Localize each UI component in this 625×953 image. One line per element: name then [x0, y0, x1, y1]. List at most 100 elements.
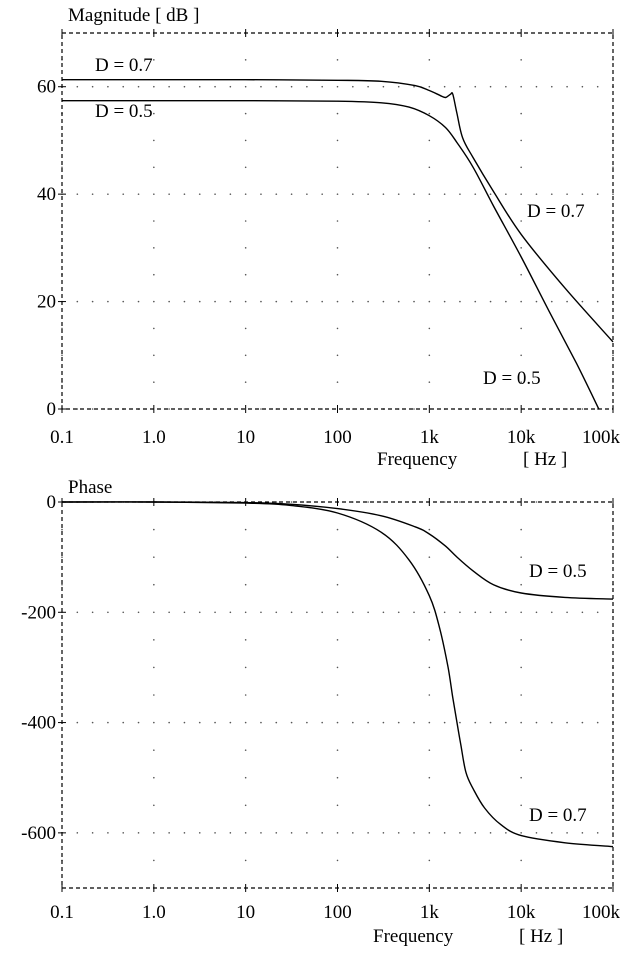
grid-point [428, 583, 431, 586]
grid-point [275, 193, 278, 195]
grid-point [153, 859, 155, 862]
grid-point [352, 832, 354, 834]
grid-point [612, 528, 614, 531]
grid-point [91, 611, 94, 614]
grid-point [397, 832, 400, 834]
grid-point [260, 832, 262, 834]
grid-point [566, 193, 568, 195]
grid-point [428, 556, 431, 558]
grid-point [183, 832, 186, 834]
grid-point [76, 832, 79, 834]
grid-point [566, 85, 568, 88]
grid-point [275, 611, 278, 614]
grid-point [336, 139, 339, 142]
grid-point [352, 193, 354, 195]
grid-point [153, 776, 155, 779]
grid-point [275, 721, 278, 724]
grid-point [91, 193, 94, 195]
grid-point [107, 85, 109, 88]
grid-point [428, 528, 431, 531]
grid-point [336, 666, 339, 669]
grid-point [153, 381, 155, 383]
grid-point [336, 327, 339, 330]
grid-point [428, 639, 431, 641]
grid-point [336, 300, 339, 303]
grid-point [336, 832, 339, 834]
grid-point [428, 139, 431, 142]
grid-point [168, 611, 170, 614]
grid-point [229, 611, 232, 614]
grid-point [244, 749, 247, 751]
grid-point [550, 193, 553, 195]
x-tick-label: 1k [420, 902, 440, 923]
grid-point [336, 804, 339, 807]
grid-point [413, 408, 415, 410]
grid-point [581, 408, 584, 410]
grid-point [367, 501, 369, 503]
grid-point [520, 273, 522, 276]
grid-point [397, 193, 400, 195]
grid-point [214, 832, 216, 834]
grid-point [229, 85, 232, 88]
x-tick-label: 100k [582, 427, 621, 448]
grid-point [428, 721, 431, 724]
x-tick-label: 10 [236, 427, 255, 448]
grid-point [428, 611, 431, 614]
grid-point [244, 804, 247, 807]
grid-point [107, 300, 109, 303]
grid-point [168, 832, 170, 834]
y-tick-label: -400 [21, 713, 56, 734]
grid-point [183, 300, 186, 303]
grid-point [107, 611, 109, 614]
grid-point [76, 193, 79, 195]
x-tick-label: 1.0 [142, 427, 166, 448]
phase-label-d05-right: D = 0.5 [529, 561, 587, 582]
grid-point [581, 193, 584, 195]
grid-point [459, 501, 461, 503]
grid-point [596, 85, 599, 88]
grid-point [137, 300, 140, 303]
grid-point [214, 721, 216, 724]
grid-point [153, 556, 155, 558]
x-tick-label: 100 [323, 902, 352, 923]
grid-point [198, 85, 201, 88]
grid-point [474, 721, 477, 724]
y-tick-label: 20 [37, 292, 56, 313]
grid-point [122, 193, 125, 195]
grid-point [198, 721, 201, 724]
grid-point [290, 501, 293, 503]
grid-point [550, 832, 553, 834]
x-tick-label: 10 [236, 902, 255, 923]
grid-point [612, 327, 614, 330]
grid-point [413, 832, 415, 834]
grid-point [443, 832, 446, 834]
grid-point [336, 247, 339, 249]
grid-point [122, 721, 125, 724]
grid-point [290, 85, 293, 88]
grid-point [520, 749, 522, 751]
grid-point [153, 112, 155, 115]
grid-point [505, 611, 507, 614]
phase-label-d07-right: D = 0.7 [529, 805, 587, 826]
grid-point [505, 408, 507, 410]
grid-point [336, 112, 339, 115]
grid-point [428, 273, 431, 276]
grid-point [443, 193, 446, 195]
grid-point [336, 85, 339, 88]
grid-point [214, 193, 216, 195]
phase-x-ticks: 0.1 1.0 10 100 1k 10k 100k [50, 498, 621, 923]
grid-point [336, 694, 339, 696]
grid-point [306, 721, 308, 724]
grid-point [153, 273, 155, 276]
grid-point [520, 59, 522, 61]
grid-point [459, 721, 461, 724]
grid-point [153, 354, 155, 357]
grid-point [198, 300, 201, 303]
grid-point [505, 85, 507, 88]
grid-point [153, 139, 155, 142]
grid-point [306, 832, 308, 834]
x-tick-label: 100k [582, 902, 621, 923]
grid-point [91, 832, 94, 834]
grid-point [520, 354, 522, 357]
grid-point [290, 721, 293, 724]
